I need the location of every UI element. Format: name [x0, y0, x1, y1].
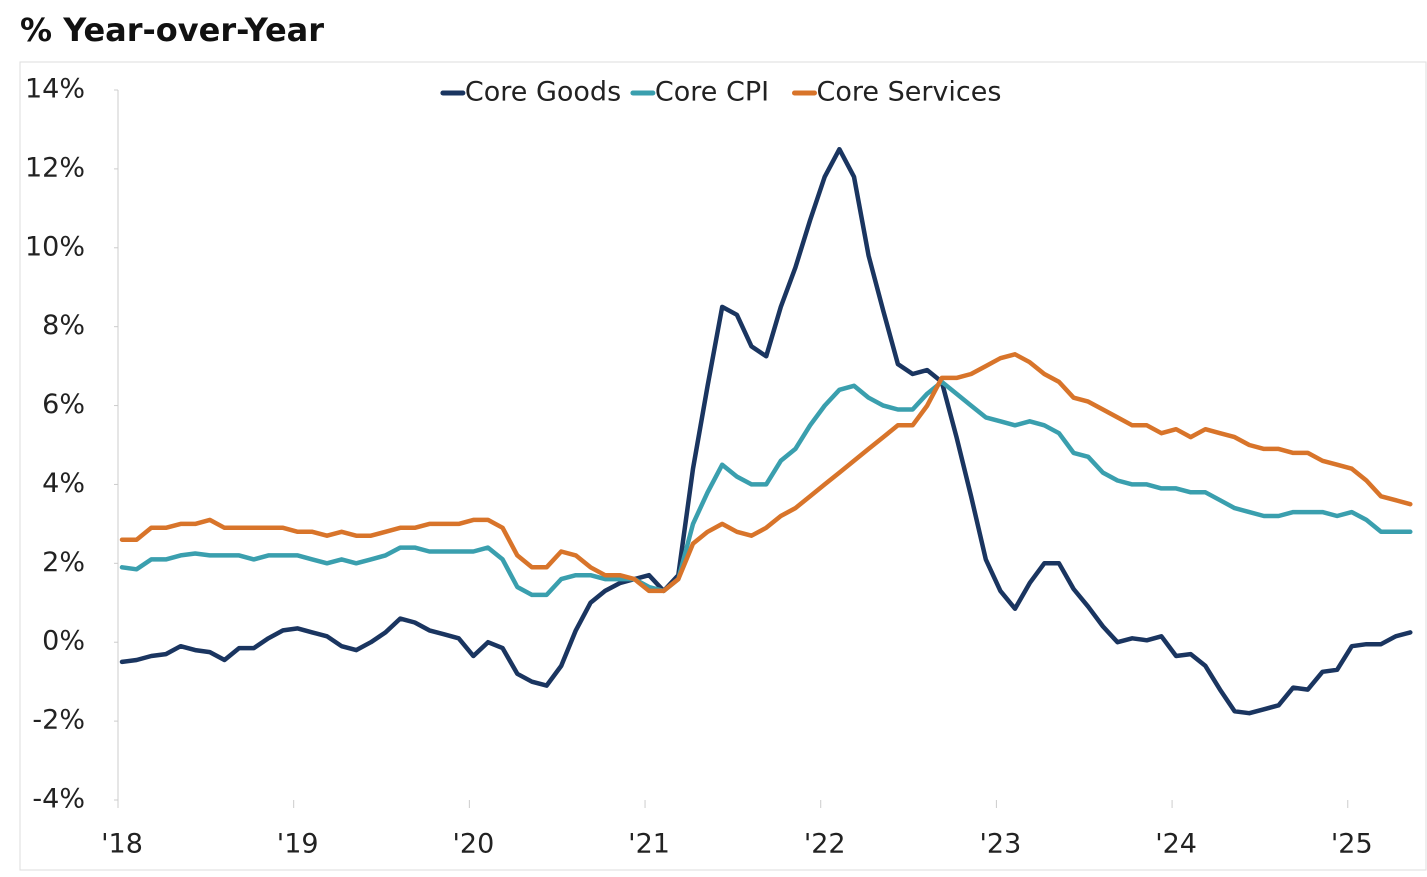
y-tick-label: 2%	[42, 547, 85, 578]
y-tick-label: 14%	[25, 74, 85, 105]
x-tick-label: '18	[101, 829, 143, 860]
series-line	[119, 146, 1413, 716]
x-tick-label: '22	[804, 829, 846, 860]
series-line	[119, 352, 1413, 594]
y-tick-label: 10%	[25, 231, 85, 262]
x-tick-label: '20	[452, 829, 494, 860]
x-tick-label: '21	[628, 829, 670, 860]
x-tick-label: '23	[980, 829, 1022, 860]
y-tick-label: 8%	[42, 310, 85, 341]
y-tick-label: 0%	[42, 626, 85, 657]
legend-label: Core CPI	[655, 77, 769, 108]
y-tick-label: 12%	[25, 152, 85, 183]
y-tick-label: -2%	[32, 705, 85, 736]
x-tick-label: '19	[277, 829, 319, 860]
y-tick-label: -4%	[32, 784, 85, 815]
legend-label: Core Services	[817, 77, 1002, 108]
chart-title: % Year-over-Year	[20, 11, 324, 49]
legend-label: Core Goods	[465, 77, 621, 108]
series-line	[119, 379, 1413, 598]
chart-frame	[19, 61, 1427, 871]
x-tick-label: '24	[1155, 829, 1197, 860]
y-tick-label: 6%	[42, 389, 85, 420]
y-tick-label: 4%	[42, 468, 85, 499]
x-tick-label: '25	[1331, 829, 1373, 860]
